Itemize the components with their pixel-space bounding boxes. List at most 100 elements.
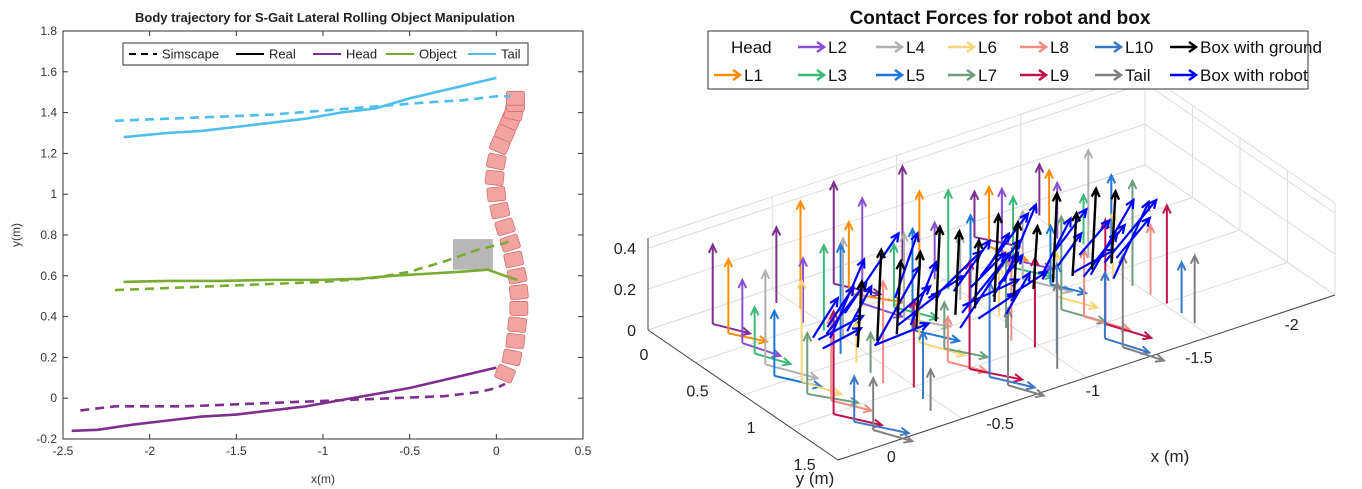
x-axis-line <box>837 294 1336 461</box>
x-tick-label: -2 <box>1284 317 1298 334</box>
forces-ylabel: y (m) <box>796 469 835 488</box>
force-arrow-l6 <box>1056 295 1098 309</box>
y-tick-label: 0.2 <box>40 350 57 364</box>
y-tick-label: 0.4 <box>40 310 57 324</box>
force-arrow-l8-head <box>943 314 953 326</box>
force-arrow-l8-head <box>1120 323 1133 333</box>
force-arrow-l4-head <box>899 231 909 243</box>
y-tick-label: 0.5 <box>686 384 708 401</box>
force-arrow-box-robot-head <box>856 257 866 269</box>
force-arrow-box-robot-head <box>1038 270 1050 280</box>
force-arrow-head-head <box>1034 162 1045 173</box>
y-tick-label: 1 <box>747 420 756 437</box>
force-arrow-l9-head <box>828 308 839 320</box>
force-arrow-l9 <box>969 368 1023 381</box>
force-arrow-l5-head <box>812 380 824 390</box>
force-arrow-box-ground-head <box>993 212 1004 224</box>
force-arrow-l2-head <box>997 186 1007 198</box>
force-arrow-box-ground <box>954 231 961 315</box>
force-arrow-l3-head <box>819 242 829 254</box>
x-tick-label: -1.5 <box>1185 350 1213 367</box>
force-arrow-l3 <box>1012 266 1054 279</box>
force-arrow-box-ground-head <box>856 278 867 291</box>
wall-grid-line <box>1144 164 1336 296</box>
legend-label: L7 <box>978 66 997 85</box>
force-arrow-l10-head <box>918 329 928 341</box>
force-arrow-l1-head <box>844 219 854 231</box>
robot-segment <box>486 152 507 171</box>
force-arrow-box-robot-head <box>863 284 873 296</box>
force-arrow-box-robot-head <box>1010 250 1020 263</box>
z-tick-label: 0 <box>627 323 636 340</box>
force-arrow-box-ground-head <box>875 247 886 259</box>
force-arrow-box-ground <box>934 226 942 322</box>
legend-arrow-head <box>894 68 905 82</box>
force-arrow-l7-head <box>865 330 876 342</box>
force-arrow-tail-head <box>1189 253 1200 265</box>
force-arrow-box-ground <box>876 249 883 341</box>
wall-grid-line <box>1144 82 1336 214</box>
series-line-object-solid <box>123 268 518 284</box>
force-arrow-l10 <box>989 375 1035 389</box>
force-arrow-box-robot <box>826 286 855 328</box>
force-arrow-box-robot-head <box>1100 218 1111 230</box>
legend-arrow-head <box>816 68 827 82</box>
force-arrow-l7-head <box>1127 178 1138 190</box>
robot-segment <box>499 233 521 253</box>
legend-label: L8 <box>1050 38 1069 57</box>
force-arrow-l4-head <box>1083 147 1094 159</box>
legend-label: L10 <box>1125 38 1153 57</box>
force-arrow-tail-head <box>1117 253 1128 264</box>
legend-label: L4 <box>906 38 925 57</box>
force-arrow-l5-head <box>950 334 962 344</box>
force-arrow-box-ground-head <box>973 237 984 250</box>
force-arrow-box-robot-head <box>1147 198 1158 210</box>
series-line-tail-dashed <box>114 94 511 123</box>
force-arrow-box-ground-head <box>1110 188 1121 201</box>
force-arrow-box-robot-head <box>1062 216 1072 228</box>
force-arrow-l1-head <box>914 189 925 200</box>
robot-segment <box>501 348 523 367</box>
force-arrow-box-ground-head <box>1090 185 1101 198</box>
object-box <box>453 239 493 270</box>
x-tick-label: -0.5 <box>399 444 420 458</box>
force-arrow-l3-head <box>1078 192 1089 204</box>
robot-body <box>484 90 529 384</box>
force-arrow-box-robot <box>909 262 937 326</box>
force-arrow-l8 <box>830 399 872 412</box>
legend-label: Tail <box>501 47 521 62</box>
wall-grid-line <box>647 82 1146 249</box>
force-arrow-box-robot <box>825 281 868 335</box>
x-tick-label: -1.5 <box>226 444 247 458</box>
force-arrow-l2-head <box>857 196 868 207</box>
force-arrow-l1-head <box>723 256 734 268</box>
forces-title: Contact Forces for robot and box <box>850 8 1151 29</box>
series-line-tail-solid <box>123 76 497 139</box>
wall-grid-line <box>1144 72 1336 204</box>
y-tick-label: -0.2 <box>36 432 57 446</box>
force-arrow-box-ground <box>1051 193 1059 283</box>
force-arrow-box-ground <box>895 261 902 335</box>
legend-arrow-head <box>816 40 827 54</box>
robot-segment <box>489 201 511 220</box>
x-tick-label: -2.5 <box>53 444 74 458</box>
force-arrow-l10-head <box>1100 270 1110 282</box>
force-arrow-l2-head <box>737 277 748 289</box>
x-tick-label: 0 <box>493 444 500 458</box>
force-arrow-l3-head <box>889 242 899 254</box>
force-arrow-l3-head <box>943 188 954 200</box>
trajectory-series <box>71 76 518 433</box>
force-arrow-head-head <box>897 163 908 175</box>
force-arrow-box-robot-head <box>890 231 900 243</box>
force-arrow-box-robot-head <box>1125 197 1135 210</box>
force-arrow-l1-head <box>1044 168 1054 180</box>
force-arrow-l1-head <box>757 335 770 345</box>
forces-legend: Head L2 L4 L6 L8 L10 Box with ground L1 L3 L5 L7 L9… <box>707 30 1322 90</box>
force-arrow-l5-head <box>965 212 976 224</box>
force-arrow-box-robot <box>977 292 1017 320</box>
force-arrow-box-robot <box>961 239 1022 314</box>
forces-ticks: 0 0.5 1 1.5 0 -0.5 -1 -1.5 -2 0 0.2 0.4 <box>614 241 1299 474</box>
legend-arrow-head <box>1113 68 1124 82</box>
robot-segment <box>503 250 524 269</box>
forces-legend-box <box>707 30 1309 90</box>
